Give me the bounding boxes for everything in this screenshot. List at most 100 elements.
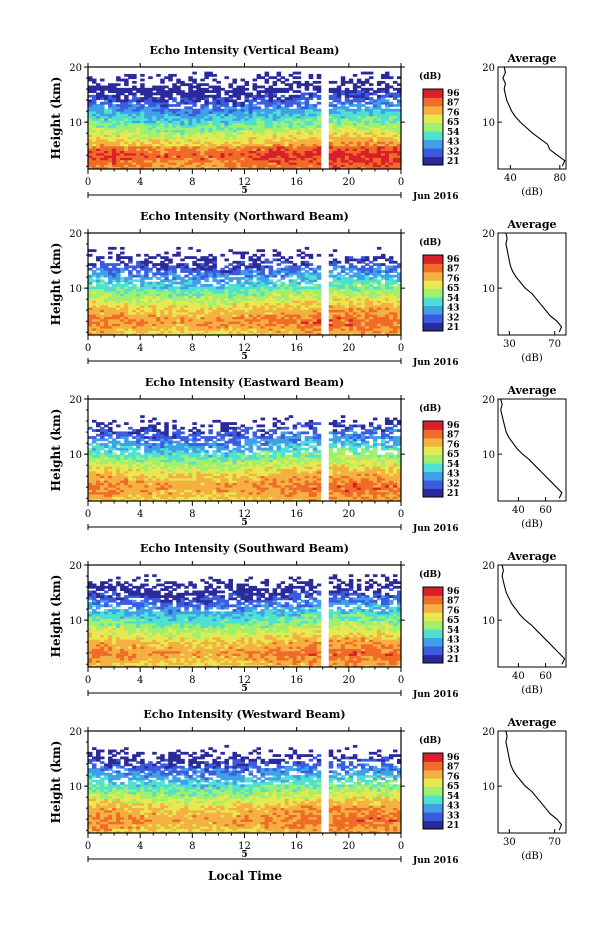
heatmap-cell bbox=[292, 122, 298, 126]
heatmap-cell bbox=[92, 122, 97, 126]
heatmap-cell bbox=[292, 166, 298, 170]
heatmap-cell bbox=[160, 92, 165, 96]
heatmap-cell bbox=[296, 131, 302, 135]
heatmap-cell bbox=[252, 111, 258, 114]
heatmap-cell bbox=[208, 108, 213, 112]
heatmap-cell bbox=[220, 145, 225, 149]
heatmap-cell bbox=[300, 118, 306, 121]
heatmap-cell bbox=[328, 166, 334, 170]
heatmap-cell bbox=[388, 150, 394, 154]
heatmap-cell bbox=[172, 138, 177, 142]
heatmap-cell bbox=[120, 87, 125, 91]
heatmap-cell bbox=[336, 159, 342, 163]
heatmap-cell bbox=[264, 99, 270, 103]
heatmap-cell bbox=[192, 166, 197, 170]
heatmap-cell bbox=[108, 263, 113, 266]
heatmap-cell bbox=[240, 87, 245, 91]
heatmap-cell bbox=[356, 115, 362, 119]
heatmap-cell bbox=[104, 129, 109, 133]
heatmap-cell bbox=[92, 124, 97, 128]
heatmap-cell bbox=[156, 87, 161, 91]
heatmap-cell bbox=[352, 272, 358, 276]
heatmap-cell bbox=[152, 97, 157, 100]
heatmap-cell bbox=[156, 281, 161, 285]
heatmap-cell bbox=[348, 145, 354, 149]
heatmap-cell bbox=[288, 124, 294, 128]
heatmap-cell bbox=[124, 108, 129, 112]
heatmap-cell bbox=[156, 164, 161, 168]
heatmap-cell bbox=[216, 159, 221, 163]
heatmap-cell bbox=[132, 136, 137, 140]
heatmap-cell bbox=[364, 94, 370, 98]
heatmap-cell bbox=[204, 155, 209, 158]
heatmap-cell bbox=[360, 152, 366, 156]
heatmap-cell bbox=[396, 99, 402, 103]
heatmap-cell bbox=[128, 99, 133, 103]
heatmap-cell bbox=[240, 131, 245, 135]
heatmap-cell bbox=[160, 90, 165, 93]
heatmap-cell bbox=[176, 281, 181, 285]
heatmap-cell bbox=[380, 263, 386, 266]
heatmap-cell bbox=[340, 155, 346, 158]
heatmap-cell bbox=[140, 148, 145, 151]
heatmap-cell bbox=[176, 90, 181, 93]
heatmap-cell bbox=[376, 166, 382, 170]
heatmap-cell bbox=[240, 159, 245, 163]
heatmap-cell bbox=[168, 148, 173, 151]
heatmap-cell bbox=[396, 122, 402, 126]
colorbar-tick-label: 76 bbox=[447, 108, 460, 118]
heatmap-cell bbox=[132, 129, 137, 133]
heatmap-cell bbox=[296, 108, 302, 112]
heatmap-cell bbox=[264, 274, 270, 278]
heatmap-cell bbox=[348, 99, 354, 103]
heatmap-cell bbox=[116, 131, 121, 135]
heatmap-cell bbox=[328, 113, 334, 117]
heatmap-cell bbox=[340, 101, 346, 105]
heatmap-cell bbox=[216, 279, 221, 283]
heatmap-cell bbox=[332, 159, 338, 163]
heatmap-cell bbox=[356, 164, 362, 168]
heatmap-cell bbox=[188, 134, 193, 138]
heatmap-cell bbox=[120, 106, 125, 110]
heatmap-cell bbox=[120, 108, 125, 112]
heatmap-cell bbox=[220, 155, 225, 158]
heatmap-cell bbox=[392, 120, 398, 124]
heatmap-cell bbox=[224, 286, 229, 290]
heatmap-cell bbox=[280, 106, 286, 110]
heatmap-cell bbox=[168, 143, 173, 147]
panel-2: Echo Intensity (Northward Beam)2010Heigh… bbox=[49, 210, 567, 368]
heatmap-cell bbox=[256, 94, 262, 98]
heatmap-cell bbox=[328, 141, 334, 144]
heatmap-cell bbox=[356, 148, 362, 151]
heatmap-cell bbox=[188, 94, 193, 98]
heatmap-cell bbox=[172, 111, 177, 114]
heatmap-cell bbox=[92, 120, 97, 124]
heatmap-cell bbox=[100, 127, 105, 131]
heatmap-cell bbox=[252, 108, 258, 112]
heatmap-cell bbox=[336, 99, 342, 103]
heatmap-cell bbox=[392, 141, 398, 144]
heatmap-cell bbox=[136, 87, 141, 91]
heatmap-cell bbox=[280, 274, 286, 278]
heatmap-cell bbox=[92, 270, 97, 273]
heatmap-cell bbox=[352, 104, 358, 107]
heatmap-cell bbox=[148, 281, 153, 285]
heatmap-cell bbox=[268, 265, 274, 269]
heatmap-cell bbox=[328, 270, 334, 273]
heatmap-cell bbox=[220, 115, 225, 119]
heatmap-cell bbox=[208, 150, 213, 154]
heatmap-cell bbox=[368, 260, 374, 264]
heatmap-cell bbox=[196, 148, 201, 151]
heatmap-cell bbox=[348, 136, 354, 140]
heatmap-cell bbox=[132, 134, 137, 138]
heatmap-cell bbox=[376, 108, 382, 112]
heatmap-cell bbox=[248, 108, 254, 112]
heatmap-cell bbox=[100, 115, 105, 119]
heatmap-cell bbox=[280, 131, 286, 135]
heatmap-cell bbox=[236, 97, 241, 100]
heatmap-cell bbox=[288, 87, 294, 91]
heatmap-cell bbox=[260, 129, 266, 133]
heatmap-cell bbox=[304, 118, 310, 121]
heatmap-cell bbox=[316, 162, 322, 165]
heatmap-cell bbox=[376, 106, 382, 110]
